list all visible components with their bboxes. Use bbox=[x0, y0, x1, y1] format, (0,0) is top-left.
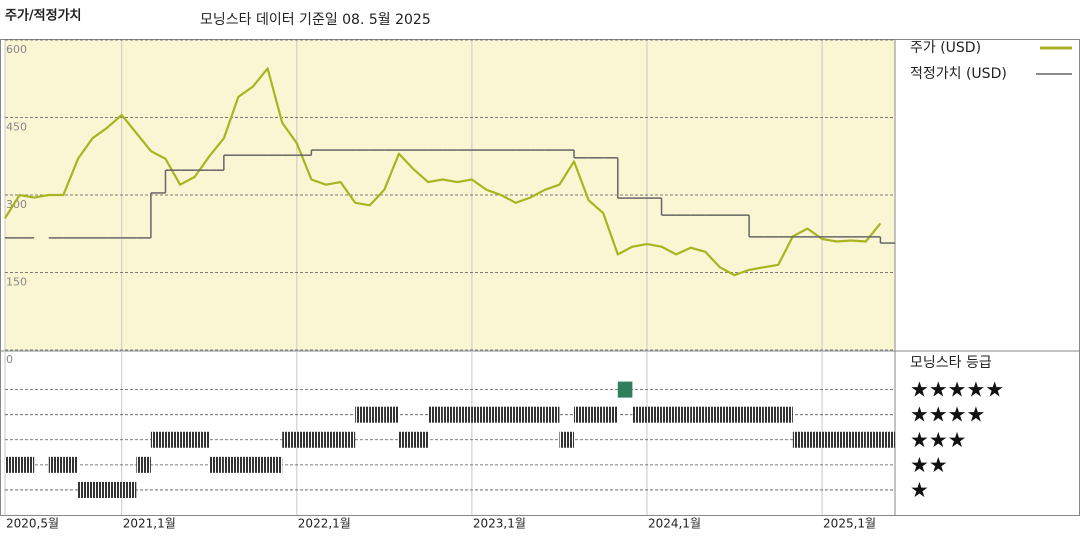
rating-bar bbox=[588, 406, 604, 423]
y-tick-label: 0 bbox=[6, 353, 13, 366]
rating-bar bbox=[544, 406, 560, 423]
rating-bar bbox=[442, 406, 458, 423]
rating-label: ★ bbox=[910, 478, 929, 502]
rating-bar bbox=[836, 431, 852, 448]
rating-bar bbox=[355, 406, 370, 423]
rating-bar bbox=[107, 481, 122, 498]
x-tick-label: 2022,1월 bbox=[298, 517, 351, 531]
rating-bar bbox=[19, 456, 35, 473]
rating-bar bbox=[238, 456, 254, 473]
rating-bar bbox=[646, 406, 662, 423]
rating-bar bbox=[384, 406, 399, 423]
chart-subtitle: 모닝스타 데이터 기준일 08. 5월 2025 bbox=[200, 12, 431, 28]
rating-bar bbox=[5, 456, 20, 473]
rating-bar bbox=[719, 406, 735, 423]
rating-bar bbox=[617, 381, 633, 398]
y-tick-label: 450 bbox=[6, 121, 27, 134]
y-tick-label: 600 bbox=[6, 43, 27, 56]
rating-bar bbox=[48, 456, 64, 473]
rating-bar bbox=[136, 456, 151, 473]
rating-bar bbox=[311, 431, 326, 448]
rating-bar bbox=[851, 431, 866, 448]
rating-bar bbox=[92, 481, 108, 498]
rating-bar bbox=[282, 431, 297, 448]
x-tick-label: 2024,1월 bbox=[648, 517, 701, 531]
rating-bar bbox=[676, 406, 691, 423]
rating-bar bbox=[749, 406, 764, 423]
rating-bar bbox=[690, 406, 706, 423]
rating-title: 모닝스타 등급 bbox=[910, 355, 992, 371]
y-tick-label: 150 bbox=[6, 276, 27, 289]
chart-title: 주가/적정가치 bbox=[5, 8, 82, 24]
x-tick-label: 2020,5월 bbox=[6, 517, 59, 531]
rating-bar bbox=[559, 431, 575, 448]
rating-label: ★★★ bbox=[910, 428, 966, 452]
rating-bar bbox=[865, 431, 881, 448]
rating-bar bbox=[807, 431, 823, 448]
rating-bar bbox=[150, 431, 166, 448]
rating-bar bbox=[398, 431, 414, 448]
rating-label: ★★ bbox=[910, 453, 948, 477]
rating-bar bbox=[515, 406, 531, 423]
rating-bar bbox=[325, 431, 341, 448]
rating-bar bbox=[428, 406, 443, 423]
rating-bar bbox=[880, 431, 895, 448]
rating-bar bbox=[734, 406, 750, 423]
rating-bar bbox=[121, 481, 137, 498]
rating-label: ★★★★ bbox=[910, 403, 985, 427]
x-tick-label: 2021,1월 bbox=[123, 517, 176, 531]
x-tick-label: 2025,1월 bbox=[823, 517, 876, 531]
rating-bar bbox=[661, 406, 677, 423]
rating-bar bbox=[63, 456, 78, 473]
x-tick-label: 2023,1월 bbox=[473, 517, 526, 531]
rating-bar bbox=[457, 406, 472, 423]
rating-bar bbox=[632, 406, 647, 423]
rating-bar bbox=[792, 431, 808, 448]
rating-bar bbox=[77, 481, 93, 498]
rating-bar bbox=[574, 406, 589, 423]
rating-bar bbox=[223, 456, 239, 473]
rating-bar bbox=[822, 431, 837, 448]
rating-bar bbox=[603, 406, 618, 423]
rating-bar bbox=[165, 431, 181, 448]
rating-bar bbox=[209, 456, 224, 473]
rating-bar bbox=[253, 456, 268, 473]
rating-bar bbox=[194, 431, 210, 448]
rating-bar bbox=[296, 431, 312, 448]
rating-bar bbox=[501, 406, 516, 423]
rating-bar bbox=[340, 431, 356, 448]
rating-bar bbox=[471, 406, 487, 423]
rating-bar bbox=[705, 406, 720, 423]
rating-label: ★★★★★ bbox=[910, 378, 1004, 402]
legend-label: 적정가치 (USD) bbox=[910, 66, 1007, 82]
rating-bar bbox=[763, 406, 779, 423]
rating-bar bbox=[778, 406, 793, 423]
rating-bar bbox=[530, 406, 545, 423]
rating-bar bbox=[180, 431, 195, 448]
price-line bbox=[4, 67, 882, 277]
rating-bar bbox=[369, 406, 385, 423]
rating-bar bbox=[413, 431, 429, 448]
rating-bar bbox=[267, 456, 283, 473]
rating-bar bbox=[486, 406, 502, 423]
legend-label: 주가 (USD) bbox=[910, 40, 981, 56]
